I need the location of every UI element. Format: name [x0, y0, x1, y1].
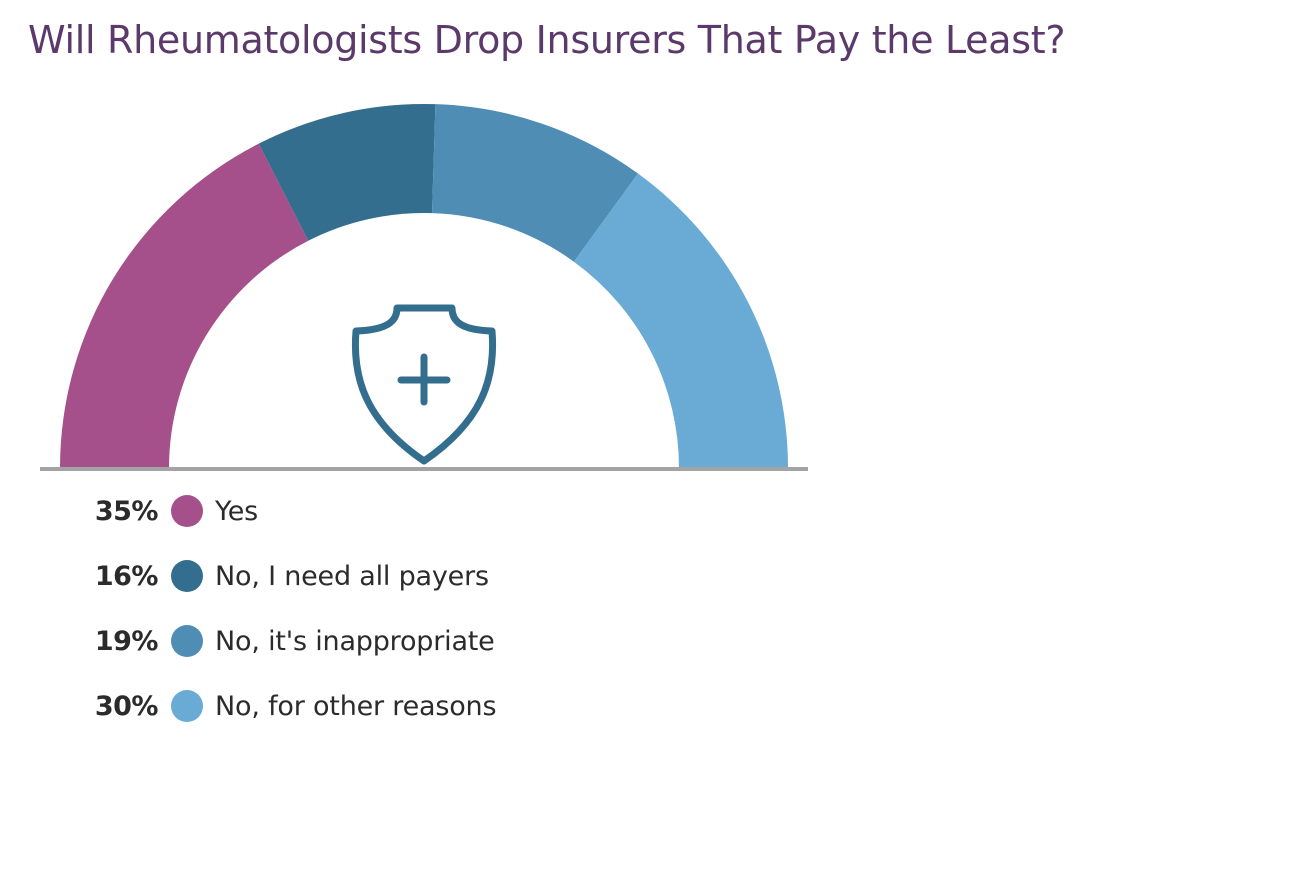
chart-title: Will Rheumatologists Drop Insurers That …	[28, 18, 1066, 62]
slice-3	[573, 173, 788, 468]
legend-value: 30%	[94, 690, 159, 722]
legend-swatch	[171, 625, 203, 657]
chart-slices	[60, 104, 788, 468]
legend-label: No, it's inappropriate	[215, 625, 495, 657]
legend-swatch	[171, 690, 203, 722]
slice-2	[432, 104, 638, 262]
legend-label: Yes	[215, 495, 258, 527]
slice-0	[60, 143, 309, 468]
legend-value: 19%	[94, 625, 159, 657]
slice-1	[258, 104, 436, 241]
legend-label: No, I need all payers	[215, 560, 489, 592]
legend-item: 30% No, for other reasons	[60, 683, 497, 729]
chart-legend: 35% Yes 16% No, I need all payers 19% No…	[60, 488, 497, 748]
shield-outline	[351, 304, 497, 465]
legend-item: 16% No, I need all payers	[60, 553, 496, 599]
legend-swatch	[171, 495, 203, 527]
legend-label: No, for other reasons	[215, 690, 497, 722]
legend-value: 35%	[94, 495, 159, 527]
shield-plus-icon	[351, 304, 497, 465]
legend-item: 19% No, it's inappropriate	[60, 618, 496, 664]
legend-value: 16%	[94, 560, 159, 592]
legend-swatch	[171, 560, 203, 592]
legend-item: 35% Yes	[60, 488, 496, 534]
